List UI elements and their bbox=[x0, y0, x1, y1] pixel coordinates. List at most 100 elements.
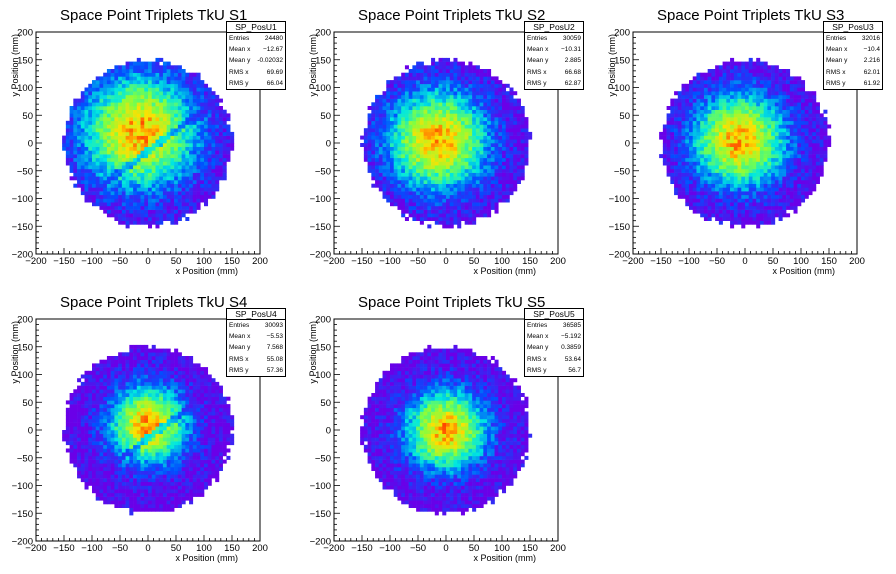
histogram-panel-1: −200 −150 −100 −50 0 50 100 150 200 −200 −150 −100−… bbox=[0, 0, 298, 287]
heatmap-bin bbox=[95, 80, 100, 85]
heatmap-bin bbox=[808, 154, 813, 159]
heatmap-bin bbox=[685, 202, 690, 207]
heatmap-bin bbox=[159, 124, 164, 129]
heatmap-bin bbox=[752, 135, 757, 140]
heatmap-bin bbox=[401, 135, 406, 140]
heatmap-bin bbox=[196, 187, 201, 192]
heatmap-bin bbox=[189, 157, 194, 162]
heatmap-bin bbox=[681, 94, 686, 99]
heatmap-bin bbox=[378, 109, 383, 114]
heatmap-bin bbox=[494, 106, 499, 110]
heatmap-bin bbox=[801, 94, 806, 99]
heatmap-bin bbox=[453, 205, 458, 210]
heatmap-bin bbox=[196, 124, 201, 129]
heatmap-bin bbox=[144, 120, 149, 125]
heatmap-bin bbox=[419, 165, 424, 170]
heatmap-bin bbox=[177, 113, 182, 118]
heatmap-bin bbox=[114, 94, 119, 99]
heatmap-bin bbox=[457, 187, 462, 192]
heatmap-bin bbox=[498, 124, 503, 129]
heatmap-bin bbox=[69, 176, 74, 181]
heatmap-bin bbox=[423, 87, 428, 92]
heatmap-bin bbox=[786, 83, 791, 88]
heatmap-bin bbox=[797, 191, 802, 196]
heatmap-bin bbox=[133, 69, 138, 73]
heatmap-bin bbox=[487, 106, 492, 110]
heatmap-bin bbox=[726, 61, 731, 66]
heatmap-bin bbox=[196, 72, 201, 77]
heatmap-bin bbox=[446, 72, 451, 77]
heatmap-bin bbox=[390, 176, 395, 181]
heatmap-bin bbox=[419, 91, 424, 96]
heatmap-bin bbox=[416, 217, 421, 221]
heatmap-bin bbox=[166, 168, 171, 173]
heatmap-bin bbox=[133, 157, 138, 162]
heatmap-bin bbox=[106, 87, 111, 92]
heatmap-bin bbox=[196, 161, 201, 166]
heatmap-bin bbox=[133, 65, 138, 70]
heatmap-bin bbox=[419, 180, 424, 184]
heatmap-bin bbox=[442, 143, 447, 147]
heatmap-bin bbox=[404, 161, 409, 166]
heatmap-bin bbox=[412, 187, 417, 192]
heatmap-bin bbox=[446, 205, 451, 210]
heatmap-bin bbox=[170, 131, 175, 136]
heatmap-bin bbox=[151, 102, 156, 107]
heatmap-bin bbox=[88, 102, 93, 107]
heatmap-bin bbox=[745, 205, 750, 210]
heatmap-bin bbox=[662, 146, 667, 151]
heatmap-bin bbox=[774, 72, 779, 77]
heatmap-bin bbox=[460, 80, 465, 85]
heatmap-bin bbox=[490, 154, 495, 159]
heatmap-bin bbox=[782, 165, 787, 170]
heatmap-bin bbox=[215, 106, 220, 110]
heatmap-bin bbox=[386, 120, 391, 125]
heatmap-bin bbox=[84, 139, 89, 144]
heatmap-bin bbox=[677, 94, 682, 99]
heatmap-bin bbox=[133, 183, 138, 188]
heatmap-bin bbox=[442, 98, 447, 103]
heatmap-bin bbox=[498, 83, 503, 88]
heatmap-bin bbox=[114, 213, 119, 218]
heatmap-bin bbox=[140, 135, 145, 140]
heatmap-bin bbox=[498, 143, 503, 147]
heatmap-bin bbox=[756, 120, 761, 125]
heatmap-bin bbox=[412, 217, 417, 221]
heatmap-bin bbox=[509, 143, 514, 147]
heatmap-bin bbox=[144, 217, 149, 221]
heatmap-bin bbox=[812, 143, 817, 147]
heatmap-bin bbox=[204, 139, 209, 144]
heatmap-bin bbox=[114, 154, 119, 159]
heatmap-bin bbox=[771, 117, 776, 122]
heatmap-bin bbox=[446, 176, 451, 181]
heatmap-bin bbox=[416, 209, 421, 214]
heatmap-bin bbox=[730, 117, 735, 122]
heatmap-bin bbox=[397, 120, 402, 125]
heatmap-bin bbox=[479, 91, 484, 96]
heatmap-bin bbox=[177, 143, 182, 147]
heatmap-bin bbox=[745, 109, 750, 114]
heatmap-bin bbox=[692, 120, 697, 125]
heatmap-bin bbox=[174, 168, 179, 173]
heatmap-bin bbox=[211, 139, 216, 144]
heatmap-bin bbox=[189, 150, 194, 155]
heatmap-bin bbox=[136, 91, 141, 96]
heatmap-bin bbox=[726, 124, 731, 129]
heatmap-bin bbox=[170, 102, 175, 107]
heatmap-bin bbox=[745, 154, 750, 159]
heatmap-bin bbox=[427, 224, 432, 229]
heatmap-bin bbox=[375, 117, 380, 122]
heatmap-bin bbox=[759, 135, 764, 140]
heatmap-bin bbox=[371, 165, 376, 170]
heatmap-bin bbox=[136, 139, 141, 144]
heatmap-bin bbox=[718, 98, 723, 103]
heatmap-bin bbox=[460, 146, 465, 151]
heatmap-bin bbox=[707, 168, 712, 173]
heatmap-bin bbox=[360, 135, 365, 140]
heatmap-bin bbox=[498, 161, 503, 166]
heatmap-bin bbox=[741, 61, 746, 66]
heatmap-bin bbox=[778, 69, 783, 73]
heatmap-bin bbox=[174, 139, 179, 144]
heatmap-bin bbox=[703, 172, 708, 177]
heatmap-bin bbox=[745, 117, 750, 122]
